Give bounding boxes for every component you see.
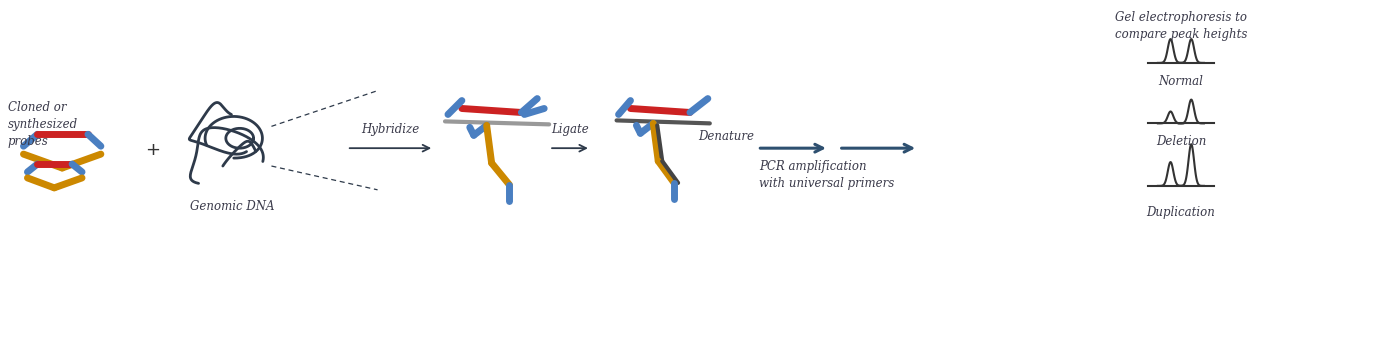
Text: Normal: Normal [1158,75,1204,88]
Text: +: + [144,141,159,159]
Text: Hybridize: Hybridize [361,123,419,136]
Text: Genomic DNA: Genomic DNA [190,200,273,213]
Text: PCR amplification
with universal primers: PCR amplification with universal primers [760,160,894,190]
Text: Deletion: Deletion [1156,135,1206,148]
Text: Denature: Denature [698,130,754,143]
Text: Cloned or
synthesized
probes: Cloned or synthesized probes [8,101,78,148]
Text: Duplication: Duplication [1146,206,1216,219]
Text: Ligate: Ligate [551,123,589,136]
Text: Gel electrophoresis to
compare peak heights: Gel electrophoresis to compare peak heig… [1114,11,1248,41]
